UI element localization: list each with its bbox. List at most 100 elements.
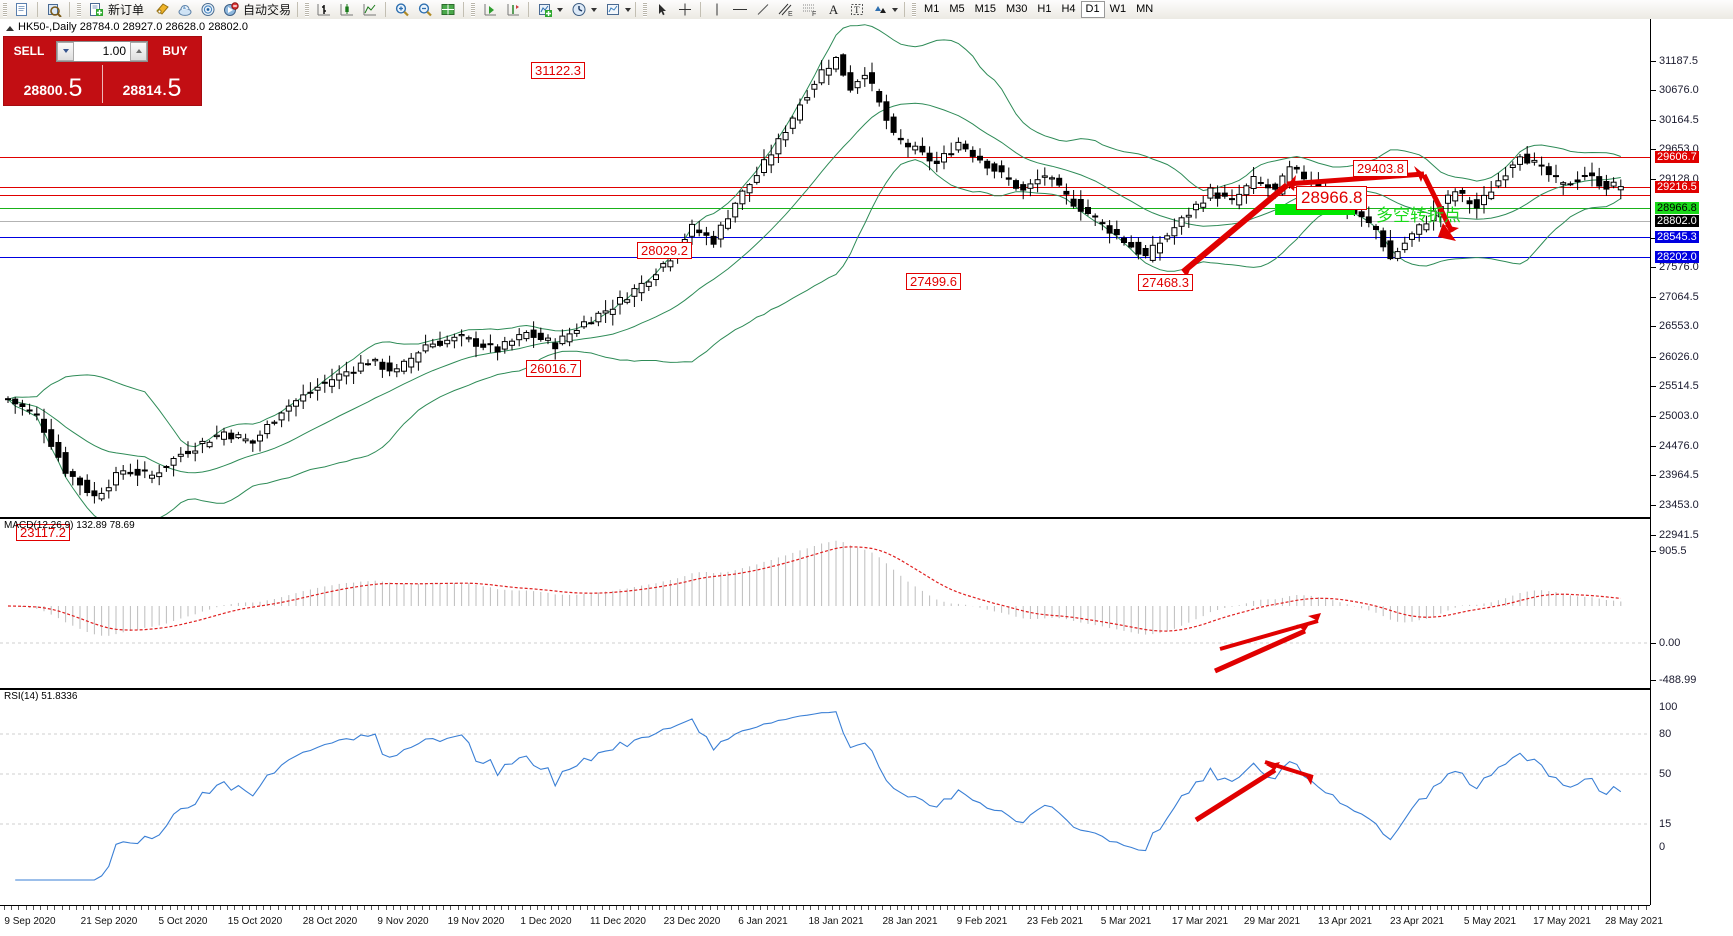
network-icon[interactable]	[196, 1, 219, 18]
text-icon[interactable]: A	[828, 1, 839, 17]
price-level-badge[interactable]: 28802.0	[1655, 215, 1699, 227]
equidistant-channel-icon[interactable]: E	[774, 1, 798, 18]
toolbar-grip-2[interactable]	[77, 2, 81, 17]
shapes-icon[interactable]	[868, 1, 891, 18]
chevron-down-icon-3[interactable]	[625, 7, 632, 12]
macd-tick-label: 905.5	[1659, 545, 1687, 557]
toolbar-grip-6[interactable]	[912, 2, 917, 17]
time-tick	[688, 906, 689, 910]
expert-advisors-icon[interactable]	[150, 1, 173, 18]
templates-icon[interactable]	[601, 1, 624, 18]
autotrading-label[interactable]: 自动交易	[243, 3, 292, 17]
time-tick	[1235, 906, 1236, 910]
timeframe-mn[interactable]: MN	[1136, 3, 1154, 15]
vertical-line-icon[interactable]	[705, 1, 728, 18]
text-label-icon[interactable]: T	[845, 1, 868, 18]
timeframe-m30[interactable]: M30	[1006, 3, 1028, 15]
zoom-out-icon[interactable]	[413, 1, 436, 18]
price-annotation-label[interactable]: 23117.2	[16, 524, 71, 541]
new-chart-icon[interactable]	[10, 1, 33, 18]
toolbar-grip-4[interactable]	[471, 2, 476, 17]
auto-scroll-icon[interactable]	[478, 1, 501, 18]
collapse-triangle-icon[interactable]	[6, 26, 14, 31]
lot-increase-button[interactable]	[130, 41, 147, 61]
price-level-badge[interactable]: 29606.7	[1655, 151, 1699, 163]
price-annotation-label[interactable]: 28029.2	[637, 242, 692, 259]
chart-canvas[interactable]: HK50-,Daily 28784.0 28927.0 28628.0 2880…	[0, 19, 1733, 936]
zoom-in-icon[interactable]	[390, 1, 413, 18]
sell-button[interactable]: SELL	[13, 44, 45, 58]
timeframe-d1[interactable]: D1	[1080, 1, 1105, 18]
chinese-annotation: 多空转折点	[1376, 206, 1461, 226]
autotrading-icon[interactable]	[219, 1, 242, 18]
timeframe-m1[interactable]: M1	[924, 3, 940, 15]
timeframe-w1[interactable]: W1	[1109, 3, 1127, 15]
timeframe-h1[interactable]: H1	[1037, 3, 1052, 15]
chevron-down-icon-2[interactable]	[591, 7, 598, 12]
fibonacci-icon[interactable]: F	[798, 1, 822, 18]
price-level-badge[interactable]: 29216.5	[1655, 181, 1699, 193]
buy-button[interactable]: BUY	[162, 44, 188, 58]
toolbar-grip-5[interactable]	[643, 2, 648, 17]
period-icon[interactable]	[567, 1, 590, 18]
price-level-badge[interactable]: 28966.8	[1655, 202, 1699, 214]
price-tick-label: 23964.5	[1659, 469, 1699, 481]
trendline-icon[interactable]	[751, 1, 774, 18]
new-order-icon[interactable]	[84, 1, 107, 18]
new-order-label[interactable]: 新订单	[108, 3, 145, 17]
time-tick	[1307, 906, 1308, 910]
candle-bearish	[437, 340, 443, 346]
price-axis[interactable]: 31187.530676.030164.529653.029128.028087…	[1650, 19, 1733, 905]
profiles-icon[interactable]	[42, 1, 65, 18]
time-tick	[803, 906, 804, 910]
time-tick	[1293, 906, 1294, 910]
horizontal-line-icon[interactable]	[728, 1, 751, 18]
toolbar-grip[interactable]	[3, 2, 7, 17]
pointer-icon[interactable]	[650, 1, 673, 18]
time-tick	[1574, 906, 1575, 910]
crosshair-icon[interactable]	[673, 1, 696, 18]
candle-bullish	[775, 138, 782, 155]
price-level-badge[interactable]: 28545.3	[1655, 231, 1699, 243]
timeframe-m5[interactable]: M5	[949, 3, 965, 15]
sell-price[interactable]: 28800 . 5	[4, 65, 102, 103]
timeframe-h4[interactable]: H4	[1061, 3, 1076, 15]
price-pane[interactable]: HK50-,Daily 28784.0 28927.0 28628.0 2880…	[0, 19, 1650, 541]
price-annotation-label[interactable]: 27468.3	[1138, 274, 1193, 291]
price-annotation-label[interactable]: 31122.3	[531, 62, 586, 79]
chart-shift-icon[interactable]	[501, 1, 524, 18]
price-annotation-label[interactable]: 27499.6	[906, 273, 961, 290]
chevron-down-icon[interactable]	[557, 7, 564, 12]
time-tick	[170, 906, 171, 910]
candle-bullish	[804, 97, 811, 101]
tile-windows-icon[interactable]	[436, 1, 459, 18]
lot-size-stepper[interactable]: 1.00	[56, 40, 148, 62]
bar-chart-icon[interactable]	[312, 1, 335, 18]
candle-bearish	[703, 232, 710, 236]
toolbar-grip-3[interactable]	[305, 2, 310, 17]
candle-bullish	[336, 373, 343, 381]
candlestick-chart-icon[interactable]	[335, 1, 358, 18]
line-chart-icon[interactable]	[358, 1, 381, 18]
price-level-badge[interactable]: 28202.0	[1655, 251, 1699, 263]
candle-bullish	[1286, 166, 1293, 185]
price-annotation-label[interactable]: 26016.7	[526, 360, 581, 377]
timeframe-m15[interactable]: M15	[974, 3, 996, 15]
time-axis-label: 11 Dec 2020	[590, 916, 646, 927]
chevron-down-icon-4[interactable]	[892, 7, 899, 12]
buy-price[interactable]: 28814 . 5	[103, 65, 201, 103]
add-indicator-icon[interactable]	[533, 1, 556, 18]
candle-bullish	[415, 352, 422, 363]
price-annotation-label[interactable]: 29403.8	[1353, 160, 1408, 177]
macd-pane[interactable]: MACD(12,26,9) 132.89 78.69	[0, 519, 1650, 690]
time-tick	[1494, 906, 1495, 910]
cloud-icon[interactable]	[173, 1, 196, 18]
price-annotation-label[interactable]: 28966.8	[1296, 186, 1368, 210]
rsi-pane[interactable]: RSI(14) 51.8336	[0, 690, 1650, 906]
lot-size-value[interactable]: 1.00	[102, 44, 126, 58]
lot-decrease-button[interactable]	[57, 41, 74, 61]
one-click-trading-panel[interactable]: SELL 1.00 BUY 28800 . 5 28814 . 5	[3, 36, 202, 106]
candle-bullish	[653, 274, 659, 281]
candle-bullish	[782, 132, 789, 141]
time-tick	[1530, 906, 1531, 910]
